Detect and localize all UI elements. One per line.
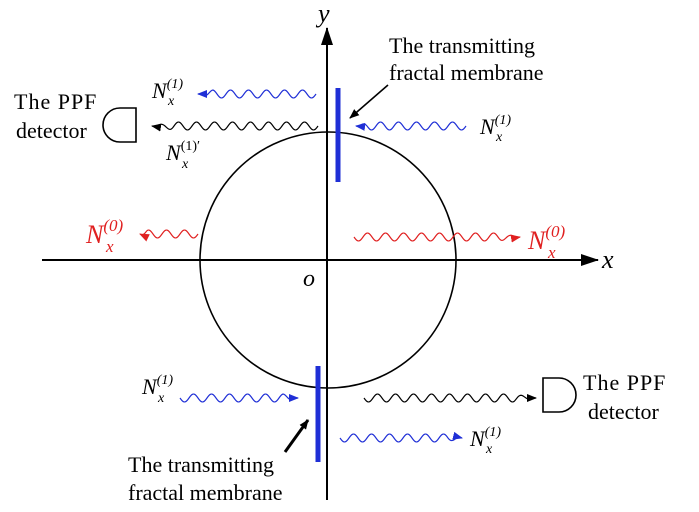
membrane-top-label-line1: The transmitting — [389, 33, 535, 58]
wave-label-sub-order1-top-right: x — [495, 130, 503, 145]
membrane-top-label-line2: fractal membrane — [389, 60, 544, 85]
detector-left-label-line2: detector — [16, 118, 88, 143]
wave-label-order0-right: N(0) — [527, 222, 566, 255]
membrane-bottom-label-line1: The transmitting — [128, 452, 274, 477]
wave-label-order0-left: N(0) — [85, 216, 124, 249]
membrane-bottom-label-line2: fractal membrane — [128, 480, 283, 505]
detector-right-label-line1: The PPF — [583, 370, 666, 395]
wave-order0-left — [140, 230, 198, 238]
wave-order1-top-left — [198, 90, 316, 98]
wave-label-sub-order1-top-left: x — [167, 94, 175, 109]
wave-order1-incident-top — [356, 122, 466, 130]
membrane-bottom-pointer — [285, 420, 308, 452]
membrane-top-pointer — [350, 85, 388, 118]
origin-label: o — [303, 266, 315, 292]
detector-icon-right — [543, 378, 576, 412]
wave-label-sub-order0-right: x — [547, 243, 556, 262]
x-axis-label: x — [601, 245, 614, 274]
wave-reflected-bottom-right — [364, 394, 536, 402]
detector-right-label-line2: detector — [588, 399, 660, 424]
wave-order0-right — [354, 233, 520, 241]
wave-label-sub-reflected-top-left: x — [181, 157, 189, 172]
wave-label-sub-order0-left: x — [105, 237, 114, 256]
wave-order1-bottom-right — [340, 434, 462, 442]
wave-order1-incident-bottom — [180, 394, 298, 402]
detector-icon-left — [103, 108, 136, 142]
wave-label-sub-order1-bottom-left: x — [157, 391, 165, 406]
wave-label-sub-order1-bottom-right: x — [485, 442, 493, 457]
wave-reflected-top-left — [152, 122, 318, 130]
detector-left-label-line1: The PPF — [14, 89, 97, 114]
y-axis-label: y — [315, 0, 330, 28]
